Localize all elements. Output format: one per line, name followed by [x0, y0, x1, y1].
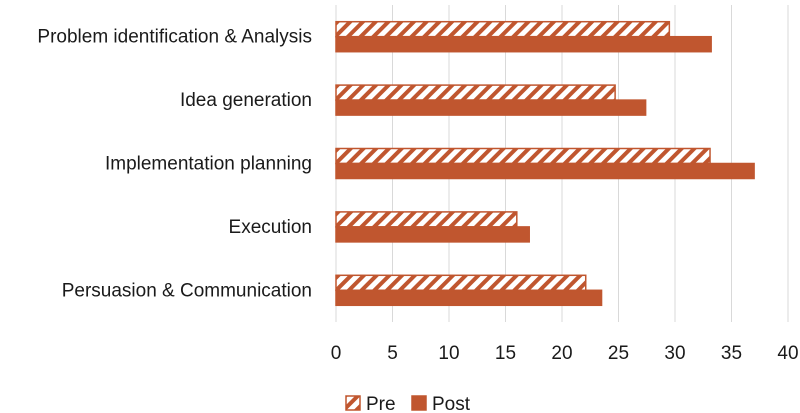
- bar-pre-3: [335, 211, 518, 228]
- bar-post-1: [335, 99, 647, 116]
- legend-swatch-pre: [345, 395, 361, 411]
- category-label: Problem identification & Analysis: [37, 27, 312, 48]
- legend: Pre Post: [345, 394, 471, 413]
- category-label: Idea generation: [180, 90, 312, 111]
- bar-pre-0: [335, 20, 671, 38]
- bar-pre-2: [335, 147, 711, 165]
- x-tick-label: 5: [387, 343, 398, 364]
- bar-post-0: [335, 35, 712, 53]
- x-tick-label: 15: [495, 343, 516, 364]
- x-tick-label: 20: [551, 343, 572, 364]
- x-tick-label: 0: [331, 343, 342, 364]
- category-label: Persuasion & Communication: [62, 280, 312, 301]
- bar-pre-4: [335, 274, 587, 292]
- legend-swatch-post: [411, 395, 427, 411]
- x-tick-label: 40: [777, 343, 798, 364]
- bar-post-2: [335, 162, 755, 180]
- category-label: Execution: [229, 217, 312, 238]
- legend-label-post: Post: [432, 394, 471, 413]
- category-labels: Problem identification & Analysis Idea ge…: [37, 27, 312, 302]
- bars: [335, 20, 755, 307]
- x-tick-label: 10: [438, 343, 459, 364]
- x-axis-tick-labels: 0 5 10 15 20 25 30 35 40: [331, 343, 799, 364]
- bar-post-4: [335, 289, 603, 307]
- bar-post-3: [335, 226, 530, 243]
- x-tick-label: 30: [664, 343, 685, 364]
- x-tick-label: 25: [608, 343, 629, 364]
- legend-label-pre: Pre: [366, 394, 396, 413]
- category-label: Implementation planning: [105, 154, 312, 175]
- bar-pre-1: [335, 84, 616, 101]
- x-tick-label: 35: [721, 343, 742, 364]
